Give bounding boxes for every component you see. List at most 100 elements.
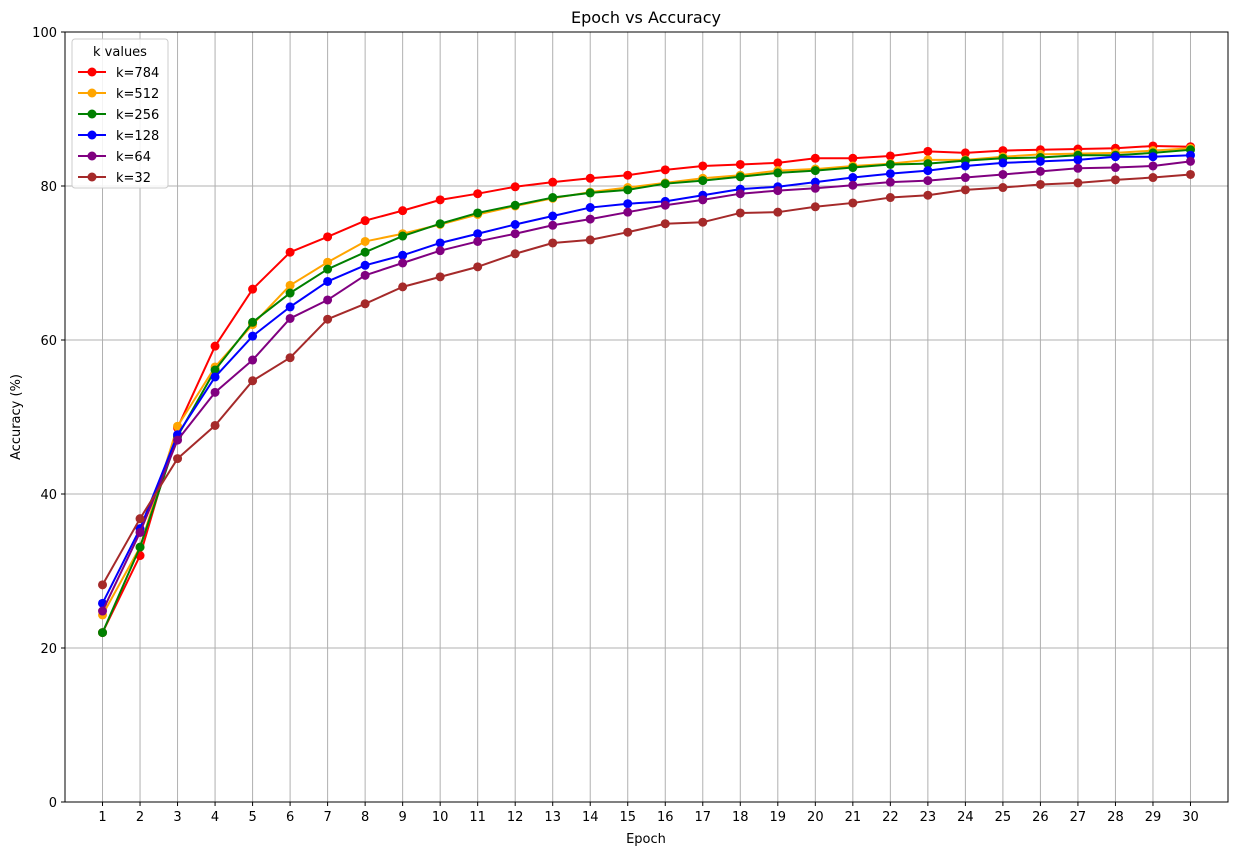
- data-point-k-64: [885, 177, 895, 187]
- data-point-k-784: [285, 247, 295, 257]
- x-tick-label: 25: [995, 810, 1012, 825]
- data-point-k-128: [1185, 150, 1195, 160]
- series-line-k-256: [101, 148, 1191, 634]
- data-point-k-32: [585, 235, 595, 245]
- data-point-k-128: [473, 229, 483, 239]
- data-point-k-256: [623, 185, 633, 195]
- x-tick-label: 30: [1182, 810, 1199, 825]
- data-point-k-128: [398, 250, 408, 260]
- data-point-k-784: [923, 146, 933, 156]
- x-tick-label: 21: [845, 810, 862, 825]
- series-line-k-128: [101, 154, 1191, 604]
- data-point-k-128: [585, 203, 595, 213]
- data-point-k-512: [285, 280, 295, 290]
- legend-label-k-256: k=256: [116, 108, 159, 123]
- data-point-k-64: [960, 173, 970, 183]
- data-point-k-512: [360, 236, 370, 246]
- data-point-k-32: [210, 420, 220, 430]
- data-point-k-64: [735, 189, 745, 199]
- data-point-k-256: [435, 219, 445, 229]
- data-point-k-32: [398, 282, 408, 292]
- data-point-k-64: [248, 355, 258, 365]
- data-point-k-64: [1110, 163, 1120, 173]
- data-point-k-64: [1185, 156, 1195, 166]
- x-tick-label: 17: [695, 810, 712, 825]
- series-line-k-512: [101, 147, 1191, 616]
- legend-label-k-64: k=64: [116, 150, 151, 165]
- data-point-k-64: [623, 207, 633, 217]
- data-point-k-32: [885, 193, 895, 203]
- legend-marker-k-512: [87, 88, 97, 98]
- data-point-k-128: [285, 302, 295, 312]
- series-k-64: [98, 156, 1195, 616]
- data-point-k-784: [848, 153, 858, 163]
- data-point-k-32: [548, 238, 558, 248]
- data-point-k-784: [435, 195, 445, 205]
- data-point-k-64: [398, 258, 408, 268]
- data-point-k-256: [510, 200, 520, 210]
- data-point-k-32: [248, 376, 258, 386]
- legend-label-k-784: k=784: [116, 66, 159, 81]
- x-tick-label: 8: [361, 810, 369, 825]
- data-point-k-64: [285, 313, 295, 323]
- x-tick-label: 4: [211, 810, 219, 825]
- series-line-k-784: [101, 144, 1191, 634]
- y-axis-label: Accuracy (%): [9, 374, 24, 460]
- data-point-k-128: [623, 199, 633, 209]
- data-point-k-64: [173, 435, 183, 445]
- series-line-k-32: [101, 173, 1191, 586]
- data-point-k-256: [323, 264, 333, 274]
- data-point-k-784: [210, 341, 220, 351]
- x-tick-label: 28: [1107, 810, 1124, 825]
- data-point-k-128: [885, 169, 895, 179]
- data-point-k-784: [323, 232, 333, 242]
- data-point-k-784: [398, 206, 408, 216]
- data-point-k-128: [360, 260, 370, 270]
- x-tick-label: 19: [770, 810, 787, 825]
- data-point-k-256: [773, 168, 783, 178]
- y-axis-ticks: 0 20 40 60 80 100: [32, 26, 65, 811]
- data-point-k-256: [360, 247, 370, 257]
- data-point-k-32: [773, 207, 783, 217]
- data-point-k-64: [698, 195, 708, 205]
- data-point-k-256: [810, 166, 820, 176]
- series-group: [98, 141, 1195, 638]
- x-axis-ticks: 1 2 3 4 5 6 7 8 9 10 11 12 13 14 15 16 17 18 19 20 21 22 23 24 2…: [98, 802, 1199, 825]
- data-point-k-128: [1110, 152, 1120, 162]
- legend-marker-k-128: [87, 130, 97, 140]
- legend-label-k-32: k=32: [116, 171, 151, 186]
- x-tick-label: 1: [98, 810, 106, 825]
- data-point-k-64: [473, 236, 483, 246]
- data-point-k-64: [848, 180, 858, 190]
- data-point-k-784: [473, 189, 483, 199]
- data-point-k-128: [210, 372, 220, 382]
- data-point-k-128: [998, 158, 1008, 168]
- y-tick-label: 100: [32, 26, 57, 41]
- data-point-k-64: [998, 169, 1008, 179]
- data-point-k-256: [398, 231, 408, 241]
- legend-label-k-512: k=512: [116, 87, 159, 102]
- x-tick-label: 23: [920, 810, 937, 825]
- data-point-k-256: [285, 288, 295, 298]
- data-point-k-32: [960, 185, 970, 195]
- data-point-k-32: [623, 227, 633, 237]
- data-point-k-64: [210, 387, 220, 397]
- data-point-k-64: [923, 176, 933, 186]
- data-point-k-256: [585, 188, 595, 198]
- data-point-k-256: [923, 159, 933, 169]
- x-tick-label: 2: [136, 810, 144, 825]
- data-point-k-512: [323, 257, 333, 267]
- y-tick-label: 80: [40, 180, 57, 195]
- data-point-k-32: [1185, 169, 1195, 179]
- x-tick-label: 11: [469, 810, 486, 825]
- data-point-k-64: [585, 214, 595, 224]
- data-point-k-32: [1035, 179, 1045, 189]
- data-point-k-784: [623, 170, 633, 180]
- data-point-k-128: [848, 173, 858, 183]
- data-point-k-128: [923, 166, 933, 176]
- data-point-k-32: [173, 454, 183, 464]
- data-point-k-256: [698, 176, 708, 186]
- data-point-k-32: [510, 249, 520, 259]
- data-point-k-784: [660, 165, 670, 175]
- data-point-k-64: [1148, 161, 1158, 171]
